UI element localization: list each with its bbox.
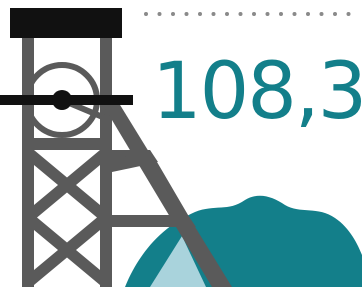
page: 108,3 (() => { const data = JSON.parse(d… — [0, 0, 362, 287]
infographic: 108,3 — [0, 0, 362, 287]
top-beam — [10, 8, 122, 38]
value-text: 108,3 — [152, 47, 362, 137]
hub — [52, 90, 72, 110]
